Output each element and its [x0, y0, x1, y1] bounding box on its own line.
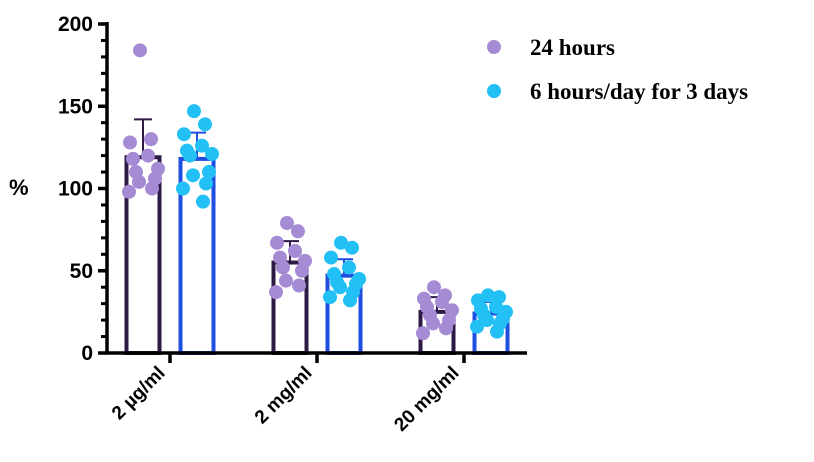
data-point	[205, 146, 219, 161]
data-point	[291, 224, 305, 239]
data-point	[177, 127, 191, 142]
y-axis-label: %	[9, 175, 29, 200]
data-point	[183, 148, 197, 163]
data-point	[490, 324, 504, 339]
legend-marker	[487, 84, 501, 98]
legend: 24 hours 6 hours/day for 3 days	[487, 35, 748, 104]
y-tick-label: 0	[81, 342, 93, 365]
data-point	[187, 104, 201, 119]
y-tick-label: 200	[58, 13, 93, 36]
data-point	[123, 135, 137, 150]
data-point	[343, 293, 357, 308]
data-point	[324, 250, 338, 265]
points-layer	[122, 43, 513, 341]
data-point	[176, 181, 190, 196]
data-point	[144, 132, 158, 147]
data-point	[342, 260, 356, 275]
data-point	[195, 138, 209, 153]
data-point	[279, 273, 293, 288]
data-point	[345, 240, 359, 255]
data-point	[427, 280, 441, 295]
data-point	[334, 235, 348, 250]
data-point	[186, 168, 200, 183]
data-point	[288, 244, 302, 259]
data-point	[141, 148, 155, 163]
data-point	[470, 319, 484, 334]
data-point	[196, 194, 210, 209]
data-point	[439, 321, 453, 336]
data-point	[126, 151, 140, 166]
legend-marker	[487, 40, 501, 54]
y-ticks-layer: 0 50 100 150 200	[58, 13, 107, 365]
legend-label: 24 hours	[530, 35, 615, 60]
y-tick-label: 50	[70, 260, 93, 283]
data-point	[323, 290, 337, 305]
data-point	[270, 235, 284, 250]
y-tick-label: 100	[58, 178, 93, 201]
data-point	[480, 313, 494, 328]
axes-layer	[105, 22, 527, 355]
data-point	[198, 117, 212, 132]
data-point	[145, 181, 159, 196]
data-point	[435, 295, 449, 310]
data-point	[292, 278, 306, 293]
data-point	[122, 184, 136, 199]
data-point	[295, 263, 309, 278]
data-point	[280, 216, 294, 231]
data-point	[133, 43, 147, 58]
data-point	[276, 260, 290, 275]
legend-label: 6 hours/day for 3 days	[530, 79, 748, 104]
x-tick-label: 20 mg/ml	[390, 363, 463, 436]
data-point	[199, 176, 213, 191]
data-point	[416, 326, 430, 341]
data-point	[426, 316, 440, 331]
x-tick-label: 2 mg/ml	[251, 363, 317, 429]
y-tick-label: 150	[58, 95, 93, 118]
x-tick-label: 2 µg/ml	[108, 363, 169, 424]
data-point	[132, 174, 146, 189]
data-point	[202, 165, 216, 180]
x-ticks-layer: 2 µg/ml 2 mg/ml 20 mg/ml	[108, 353, 466, 436]
data-point	[333, 280, 347, 295]
data-point	[269, 285, 283, 300]
